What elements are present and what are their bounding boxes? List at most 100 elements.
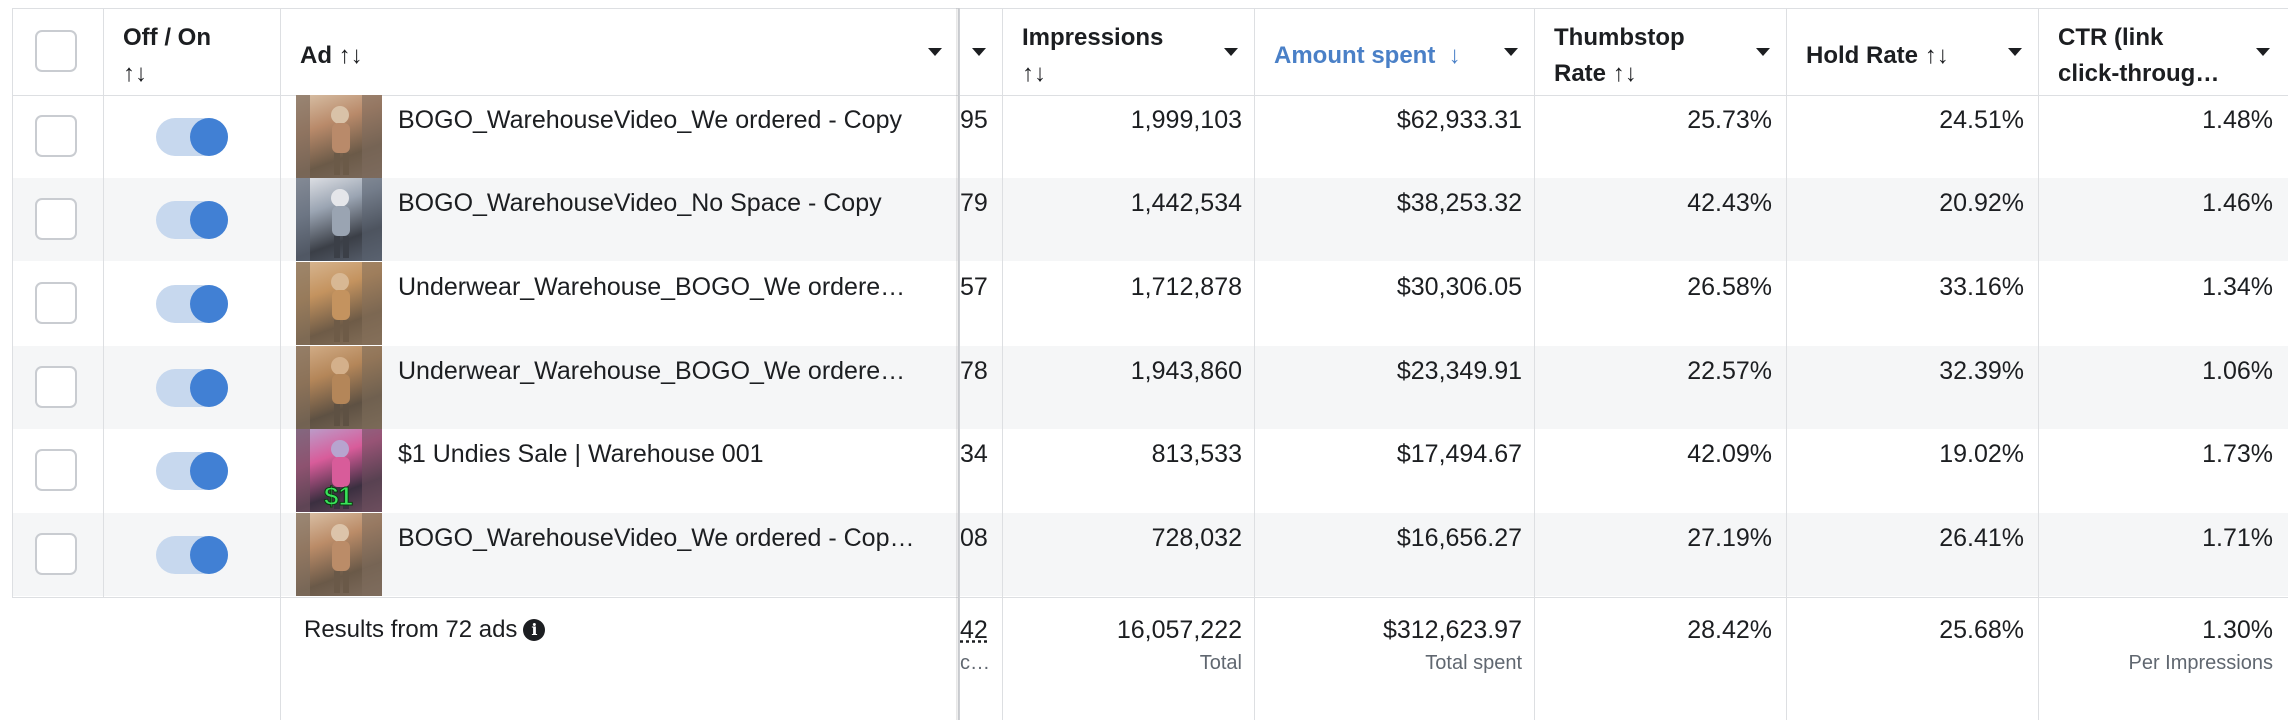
amount-spent-value: $23,349.91 [1396,357,1522,385]
ad-status-toggle[interactable] [156,201,228,239]
toggle-knob [190,285,228,323]
results-summary: Results from 72 ads i [304,616,546,644]
column-header-off-on[interactable]: Off / On ↑↓ [103,8,280,94]
ad-thumbnail[interactable]: $1 [296,429,382,512]
ad-name[interactable]: BOGO_WarehouseVideo_No Space - Copy [398,189,882,217]
hold-rate-value: 24.51% [1939,106,2024,134]
ad-status-toggle[interactable] [156,369,228,407]
ad-status-toggle[interactable] [156,536,228,574]
thumbstop-rate-value: 42.43% [1687,189,1772,217]
amount-spent-value: $30,306.05 [1396,273,1522,301]
chevron-down-icon[interactable] [1224,48,1238,56]
impressions-value: 813,533 [1151,440,1242,468]
toggle-knob [190,201,228,239]
frozen-column-shadow [956,8,960,720]
impressions-value: 1,999,103 [1130,106,1242,134]
column-header-label: click-throug… [2058,60,2220,87]
hidden-column-value: 34 [960,440,988,468]
ad-thumbnail[interactable] [296,178,382,261]
table-row[interactable] [12,178,2288,261]
sort-icon[interactable]: ↑↓ [1612,60,1637,87]
column-header-label: Hold Rate ↑↓ [1806,42,1949,69]
ad-name[interactable]: Underwear_Warehouse_BOGO_We ordere… [398,273,906,301]
footer-impressions-total: 16,057,222 [1116,616,1242,644]
chevron-down-icon[interactable] [928,48,942,56]
info-icon[interactable]: i [523,619,546,641]
ctr-value: 1.73% [2202,440,2273,468]
amount-spent-value: $17,494.67 [1396,440,1522,468]
ad-name[interactable]: Underwear_Warehouse_BOGO_We ordere… [398,357,906,385]
ad-thumbnail[interactable] [296,513,382,596]
thumbstop-rate-value: 42.09% [1687,440,1772,468]
footer-ctr-value: 1.30% [2202,616,2273,644]
select-all-checkbox[interactable] [35,30,77,72]
impressions-value: 1,943,860 [1130,357,1242,385]
row-select-checkbox[interactable] [35,366,77,408]
row-select-checkbox[interactable] [35,533,77,575]
ctr-value: 1.06% [2202,357,2273,385]
toggle-knob [190,369,228,407]
column-header-label: Off / On [123,24,211,51]
ctr-value: 1.71% [2202,524,2273,552]
ctr-value: 1.34% [2202,273,2273,301]
column-header-thumbstop-rate[interactable]: Thumbstop Rate ↑↓ [1534,8,1786,94]
thumbstop-rate-value: 26.58% [1687,273,1772,301]
chevron-down-icon[interactable] [2008,48,2022,56]
chevron-down-icon[interactable] [972,48,986,56]
column-header-ad[interactable]: Ad ↑↓ [280,8,956,94]
ad-name[interactable]: BOGO_WarehouseVideo_We ordered - Copy [398,106,902,134]
footer-partial-value: 42 [960,616,988,644]
column-header-impressions[interactable]: Impressions ↑↓ [1002,8,1254,94]
ad-thumbnail[interactable] [296,346,382,429]
sort-icon[interactable]: ↑↓ [1022,60,1046,87]
footer-divider [12,597,2288,598]
amount-spent-value: $38,253.32 [1396,189,1522,217]
impressions-value: 1,712,878 [1130,273,1242,301]
sort-icon[interactable]: ↑↓ [1924,42,1949,69]
ad-status-toggle[interactable] [156,285,228,323]
row-select-checkbox[interactable] [35,449,77,491]
ad-status-toggle[interactable] [156,452,228,490]
chevron-down-icon[interactable] [2256,48,2270,56]
footer-impressions-label: Total [1199,652,1242,674]
hold-rate-value: 32.39% [1939,357,2024,385]
toggle-knob [190,452,228,490]
ad-thumbnail[interactable] [296,262,382,345]
table-row[interactable] [12,513,2288,596]
hold-rate-value: 33.16% [1939,273,2024,301]
chevron-down-icon[interactable] [1504,48,1518,56]
sort-descending-icon[interactable]: ↓ [1448,42,1461,69]
hold-rate-value: 26.41% [1939,524,2024,552]
row-select-checkbox[interactable] [35,282,77,324]
ad-name[interactable]: $1 Undies Sale | Warehouse 001 [398,440,764,468]
amount-spent-value: $16,656.27 [1396,524,1522,552]
footer-amount-total: $312,623.97 [1382,616,1522,644]
amount-spent-value: $62,933.31 [1396,106,1522,134]
column-header-label: Ad ↑↓ [300,42,363,69]
impressions-value: 728,032 [1151,524,1242,552]
sort-icon[interactable]: ↑↓ [123,60,147,87]
frozen-column-divider [958,8,960,720]
sort-icon[interactable]: ↑↓ [338,42,363,69]
column-header-amount-spent[interactable]: Amount spent ↓ [1254,8,1534,94]
table-header [12,8,2288,96]
row-select-checkbox[interactable] [35,198,77,240]
ad-status-toggle[interactable] [156,118,228,156]
row-select-checkbox[interactable] [35,115,77,157]
hidden-column-value: 78 [960,357,988,385]
footer-ctr-label: Per Impressions [2128,652,2274,674]
column-header-label: Thumbstop [1554,24,1685,51]
chevron-down-icon[interactable] [1756,48,1770,56]
ad-thumbnail[interactable] [296,95,382,178]
hidden-column-value: 79 [960,189,988,217]
ad-name[interactable]: BOGO_WarehouseVideo_We ordered - Cop… [398,524,915,552]
impressions-value: 1,442,534 [1130,189,1242,217]
thumbnail-badge: $1 [324,481,353,511]
column-header-hidden[interactable] [960,8,1002,94]
column-header-hold-rate[interactable]: Hold Rate ↑↓ [1786,8,2038,94]
column-header-ctr[interactable]: CTR (link click-throug… [2038,8,2288,94]
toggle-knob [190,536,228,574]
ctr-value: 1.46% [2202,189,2273,217]
table-row[interactable] [12,346,2288,429]
thumbstop-rate-value: 25.73% [1687,106,1772,134]
